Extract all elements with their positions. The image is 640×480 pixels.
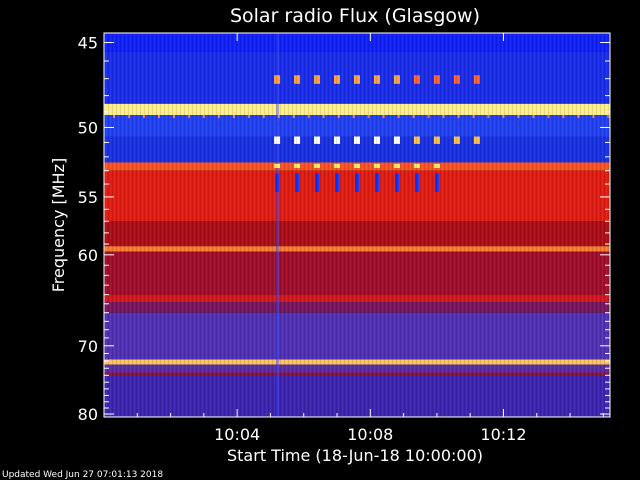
- y-tick-label: 80: [78, 405, 98, 424]
- x-axis-label: Start Time (18-Jun-18 10:00:00): [227, 446, 483, 465]
- x-tick-label: 10:08: [347, 425, 393, 444]
- y-tick-label: 70: [78, 337, 98, 356]
- y-tick-label: 55: [78, 188, 98, 207]
- noise-texture: [104, 33, 610, 417]
- x-tick-label: 10:12: [480, 425, 526, 444]
- x-axis-ticks: 10:04 10:08 10:12: [136, 33, 604, 444]
- plot-frame: [103, 32, 611, 418]
- y-tick-label: 60: [78, 246, 98, 265]
- y-tick-label: 45: [78, 34, 98, 53]
- y-axis-label: Frequency [MHz]: [49, 158, 68, 292]
- y-axis-ticks: 45 50 55 60 70 80: [78, 34, 610, 424]
- chart-title: Solar radio Flux (Glasgow): [230, 5, 480, 27]
- y-tick-label: 50: [78, 118, 98, 137]
- updated-timestamp: Updated Wed Jun 27 07:01:13 2018: [2, 470, 163, 480]
- x-tick-label: 10:04: [214, 425, 260, 444]
